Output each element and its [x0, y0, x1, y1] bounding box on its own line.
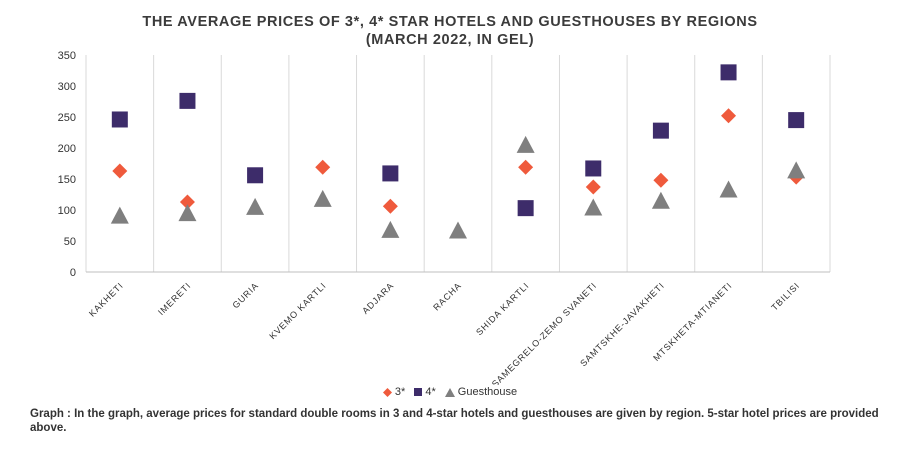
y-tick-label: 250 [58, 112, 76, 124]
y-tick-label: 50 [64, 236, 76, 248]
y-tick-label: 350 [58, 50, 76, 62]
data-point-3star [112, 163, 128, 179]
legend-item-3star: 3* [382, 386, 406, 398]
legend-label-3star: 3* [394, 386, 406, 398]
y-tick-label: 300 [58, 81, 76, 93]
x-tick-label: SHIDA KARTLI [474, 280, 531, 337]
data-point-3star [382, 198, 398, 214]
legend-label-guesthouse: Guesthouse [457, 386, 518, 398]
x-tick-label: SAMEGRELO-ZEMO SVANETI [490, 280, 599, 385]
data-point-4star [652, 122, 669, 139]
x-tick-label: MTSKHETA-MTIANETI [651, 280, 734, 363]
chart-legend: 3* 4* Guesthouse [0, 386, 900, 398]
data-point-guesthouse [110, 206, 129, 224]
data-point-4star [788, 112, 805, 129]
data-point-guesthouse [787, 161, 806, 179]
data-point-3star [315, 159, 331, 175]
x-tick-label: KAKHETI [87, 280, 125, 318]
x-tick-label: ADJARA [360, 280, 396, 316]
y-tick-label: 200 [58, 143, 76, 155]
legend-item-guesthouse: Guesthouse [444, 386, 518, 398]
x-tick-label: TBILISI [769, 280, 801, 312]
square-icon [414, 388, 423, 397]
y-tick-label: 0 [70, 267, 76, 279]
chart-caption: Graph : In the graph, average prices for… [30, 408, 879, 434]
data-point-3star [518, 159, 534, 175]
legend-label-4star: 4* [425, 386, 436, 398]
scatter-chart: 0 50 100 150 200 250 300 350 KAKHETI IMERETI GURIA… [58, 50, 831, 385]
x-tick-label: KVEMO KARTLI [267, 280, 328, 341]
data-point-guesthouse [178, 204, 197, 222]
data-point-4star [247, 167, 264, 184]
data-point-guesthouse [381, 220, 400, 238]
x-tick-label: RACHA [431, 280, 463, 312]
triangle-icon [444, 387, 455, 397]
x-tick-label: IMERETI [156, 280, 193, 317]
data-point-4star [111, 111, 128, 128]
x-tick-label: GURIA [230, 280, 260, 310]
y-tick-label: 150 [58, 174, 76, 186]
data-point-3star [721, 108, 737, 124]
diamond-icon [382, 387, 392, 397]
data-point-3star [653, 172, 669, 188]
chart-title-line1: THE AVERAGE PRICES OF 3*, 4* STAR HOTELS… [142, 14, 758, 30]
data-point-guesthouse [246, 197, 265, 215]
data-point-guesthouse [584, 198, 603, 216]
data-point-4star [382, 165, 399, 182]
data-point-guesthouse [516, 135, 535, 153]
data-point-guesthouse [651, 191, 670, 209]
data-point-guesthouse [449, 221, 467, 239]
data-point-guesthouse [313, 189, 332, 207]
y-tick-label: 100 [58, 205, 76, 217]
data-point-3star [585, 179, 601, 195]
legend-item-4star: 4* [414, 386, 436, 398]
data-point-guesthouse [719, 180, 738, 198]
data-point-4star [720, 64, 737, 81]
data-point-4star [517, 200, 534, 217]
data-point-3star [179, 194, 195, 210]
data-point-4star [585, 160, 602, 177]
data-point-4star [179, 92, 196, 109]
chart-title-line2: (MARCH 2022, IN GEL) [365, 32, 535, 48]
